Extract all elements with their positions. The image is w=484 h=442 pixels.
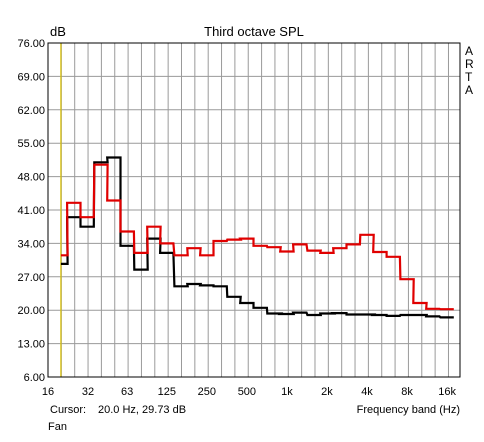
series-line-red: [60, 163, 454, 311]
y-tick-label: 20.00: [17, 305, 45, 317]
x-tick-label: 500: [238, 386, 256, 398]
footer-note: Fan: [48, 421, 67, 433]
brand-letter: T: [465, 70, 473, 84]
y-tick-label: 76.00: [17, 38, 45, 50]
x-tick-label: 8k: [401, 386, 413, 398]
x-tick-label: 4k: [361, 386, 373, 398]
x-tick-label: 250: [198, 386, 216, 398]
cursor-label: Cursor:: [50, 404, 86, 416]
y-tick-label: 6.00: [24, 372, 45, 384]
y-tick-label: 27.00: [17, 272, 45, 284]
y-tick-label: 41.00: [17, 205, 45, 217]
cursor-readout: 20.0 Hz, 29.73 dB: [98, 404, 186, 416]
y-tick-label: 48.00: [17, 172, 45, 184]
x-tick-label: 32: [82, 386, 94, 398]
x-tick-label: 125: [158, 386, 176, 398]
series-layer: [60, 156, 454, 319]
x-axis-ticks: 16 32 63 125 250 500 1k 2k 4k 8k 16k: [42, 386, 457, 398]
y-tick-label: 62.00: [17, 105, 45, 117]
brand-letter: R: [465, 57, 474, 71]
x-tick-label: 16: [42, 386, 54, 398]
y-axis-label: dB: [50, 24, 66, 39]
x-axis-label: Frequency band (Hz): [357, 404, 460, 416]
brand-letter: A: [465, 44, 473, 58]
y-tick-label: 34.00: [17, 238, 45, 250]
x-tick-label: 16k: [438, 386, 456, 398]
x-tick-label: 63: [121, 386, 133, 398]
brand-vertical: A R T A: [465, 44, 474, 97]
x-tick-label: 2k: [321, 386, 333, 398]
x-tick-label: 1k: [281, 386, 293, 398]
y-tick-label: 69.00: [17, 71, 45, 83]
y-tick-label: 13.00: [17, 339, 45, 351]
plot-frame: [47, 42, 461, 378]
y-axis-ticks: 6.00 13.00 20.00 27.00 34.00 41.00 48.00 55.00 6…: [17, 38, 45, 384]
brand-letter: A: [465, 83, 473, 97]
y-tick-label: 55.00: [17, 138, 45, 150]
chart-title: Third octave SPL: [204, 24, 304, 39]
